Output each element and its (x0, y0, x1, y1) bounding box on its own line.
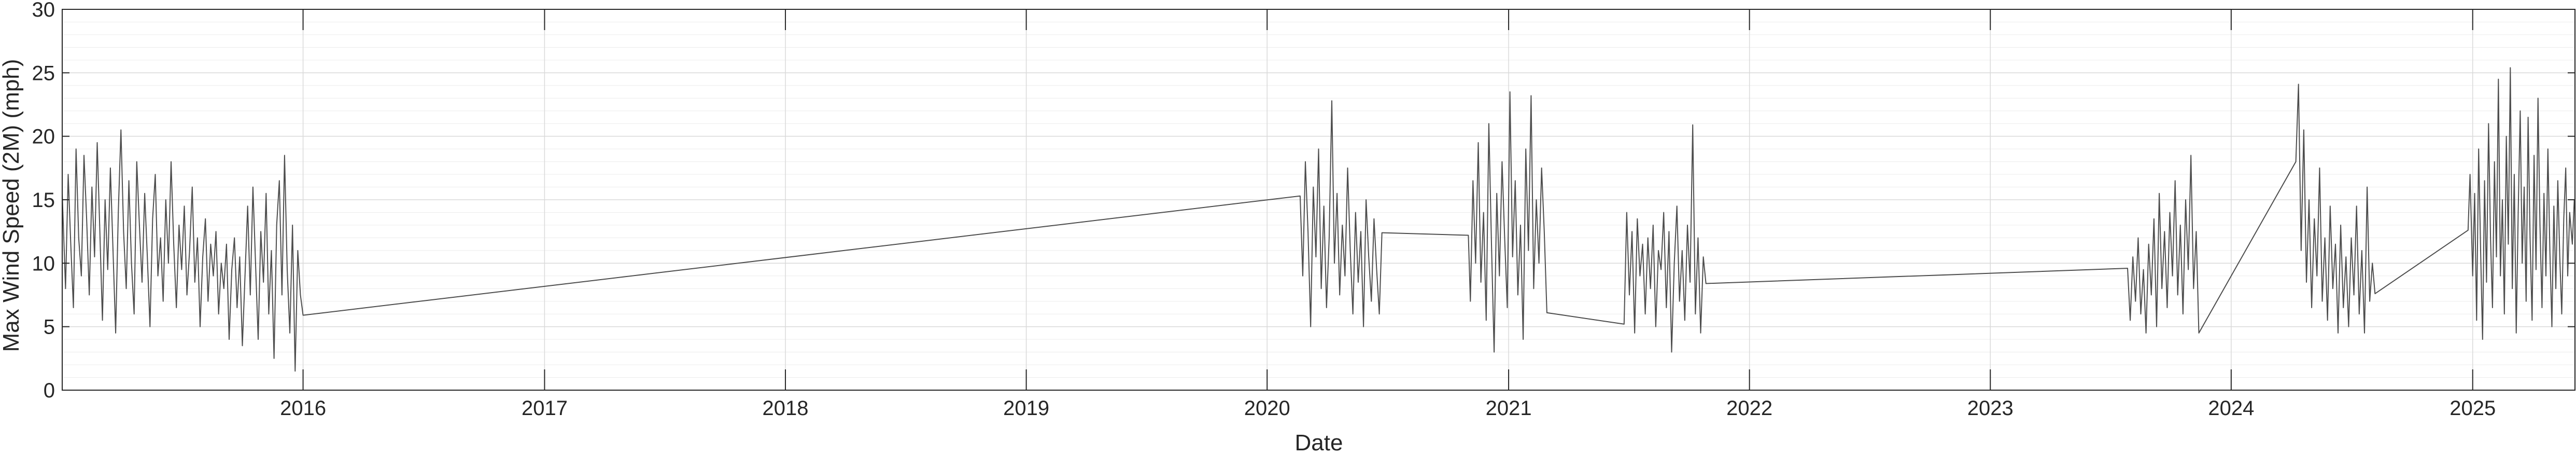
x-tick-label: 2016 (280, 397, 326, 420)
x-tick-label: 2024 (2208, 397, 2254, 420)
y-tick-label: 20 (32, 126, 55, 148)
y-tick-label: 10 (32, 252, 55, 275)
y-tick-label: 30 (32, 0, 55, 21)
series-line (62, 67, 2575, 372)
y-tick-label: 25 (32, 62, 55, 85)
y-tick-label: 15 (32, 189, 55, 212)
x-axis-ticks: 2016 2017 2018 2019 2020 2021 2022 2023 2024 2025 (280, 9, 2496, 420)
x-tick-label: 2021 (1486, 397, 1532, 420)
x-tick-label: 2022 (1726, 397, 1772, 420)
x-tick-label: 2020 (1244, 397, 1290, 420)
y-tick-label: 5 (44, 316, 55, 339)
x-axis-label: Date (1295, 430, 1343, 455)
y-tick-label: 0 (44, 379, 55, 402)
x-tick-label: 2017 (522, 397, 568, 420)
x-tick-label: 2025 (2450, 397, 2496, 420)
y-axis-label: Max Wind Speed (2M) (mph) (0, 59, 24, 352)
x-tick-label: 2019 (1003, 397, 1049, 420)
major-grid (62, 9, 2575, 391)
y-axis-ticks: 0 5 10 15 20 25 30 (32, 0, 2575, 402)
x-tick-label: 2018 (763, 397, 809, 420)
x-tick-label: 2023 (1967, 397, 2014, 420)
